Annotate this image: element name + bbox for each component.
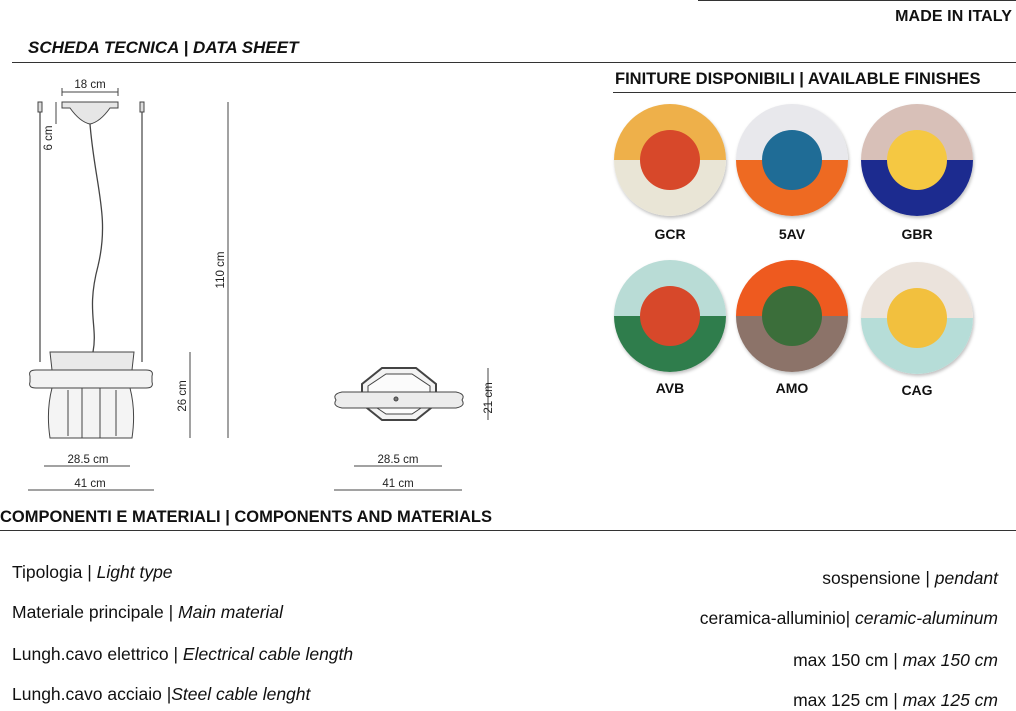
spec-label-it: Lungh.cavo elettrico | (12, 644, 183, 664)
spec-value-it: sospensione | (822, 568, 935, 588)
finish-swatch-avb (614, 260, 726, 372)
spec-value: max 125 cm | max 125 cm (793, 690, 998, 711)
swatch-center-dot (640, 286, 700, 346)
finishes-title: FINITURE DISPONIBILI | AVAILABLE FINISHE… (615, 70, 981, 88)
dim-top-body-width: 28.5 cm (378, 454, 419, 466)
finish-code-label: 5AV (778, 226, 806, 242)
spec-value: max 150 cm | max 150 cm (793, 650, 998, 671)
cable-clamp-right (139, 101, 145, 113)
swatch-center-dot (762, 286, 822, 346)
finish-code-label: AVB (655, 380, 685, 396)
spec-label-it: Materiale principale | (12, 602, 179, 622)
components-rule (0, 530, 1016, 531)
spec-label-en: Steel cable lenght (171, 684, 311, 704)
top-view-handle-bar (334, 391, 464, 409)
made-in-label: MADE IN ITALY (895, 8, 1012, 25)
dim-top-overall-width: 41 cm (382, 478, 413, 490)
technical-drawing: 18 cm 6 cm 110 cm 26 cm 28.5 cm 41 cm 21… (28, 79, 495, 491)
cable-clamp-left (37, 101, 43, 113)
dim-body-width: 28.5 cm (68, 454, 109, 466)
components-title: COMPONENTI E MATERIALI | COMPONENTS AND … (0, 508, 492, 526)
top-view-center-dot (393, 396, 399, 402)
swatch-center-dot (640, 130, 700, 190)
electrical-cable (89, 123, 104, 353)
spec-label-it: Lungh.cavo acciaio | (12, 684, 172, 704)
spec-value-it: ceramica-alluminio| (699, 608, 856, 628)
canopy-shape (61, 101, 119, 125)
title-rule (12, 62, 1016, 63)
spec-label-en: Light type (96, 562, 173, 582)
lamp-ring (49, 351, 135, 371)
dim-top-width: 18 cm (74, 79, 105, 91)
spec-value-en: max 125 cm (902, 690, 998, 710)
spec-label-en: Main material (178, 602, 284, 622)
spec-label-en: Electrical cable length (182, 644, 354, 664)
spec-value-en: max 150 cm (902, 650, 998, 670)
finish-swatch-5av (736, 104, 848, 216)
spec-value-it: max 125 cm | (793, 690, 903, 710)
swatch-center-dot (887, 130, 947, 190)
lamp-shade (47, 387, 135, 439)
finish-swatch-amo (736, 260, 848, 372)
spec-value-it: max 150 cm | (793, 650, 903, 670)
spec-value: sospensione | pendant (822, 568, 998, 589)
swatch-center-dot (887, 288, 947, 348)
finish-swatch-gbr (861, 104, 973, 216)
finish-code-label: GBR (901, 226, 933, 242)
finish-code-label: GCR (654, 226, 686, 242)
dim-top-depth: 21 cm (483, 382, 495, 413)
dim-body-height: 26 cm (177, 380, 189, 411)
finish-swatch-cag (861, 262, 973, 374)
top-rule (698, 0, 1016, 1)
spec-label: Materiale principale | Main material (12, 602, 283, 623)
spec-value-en: pendant (934, 568, 998, 588)
sheet-title: SCHEDA TECNICA | DATA SHEET (28, 38, 299, 57)
lamp-handle-bar (29, 369, 153, 389)
finish-code-label: AMO (775, 380, 809, 396)
finish-swatch-gcr (614, 104, 726, 216)
dim-total-height: 110 cm (215, 252, 227, 289)
spec-label: Tipologia | Light type (12, 562, 173, 583)
spec-label: Lungh.cavo elettrico | Electrical cable … (12, 644, 353, 665)
finish-code-label: CAG (901, 382, 933, 398)
dim-canopy-height: 6 cm (43, 126, 55, 151)
spec-value-en: ceramic-aluminum (855, 608, 998, 628)
swatch-center-dot (762, 130, 822, 190)
finishes-rule (613, 92, 1016, 93)
spec-value: ceramica-alluminio| ceramic-aluminum (700, 608, 998, 629)
dim-overall-width: 41 cm (74, 478, 105, 490)
spec-label-it: Tipologia | (12, 562, 97, 582)
spec-label: Lungh.cavo acciaio |Steel cable lenght (12, 684, 310, 705)
